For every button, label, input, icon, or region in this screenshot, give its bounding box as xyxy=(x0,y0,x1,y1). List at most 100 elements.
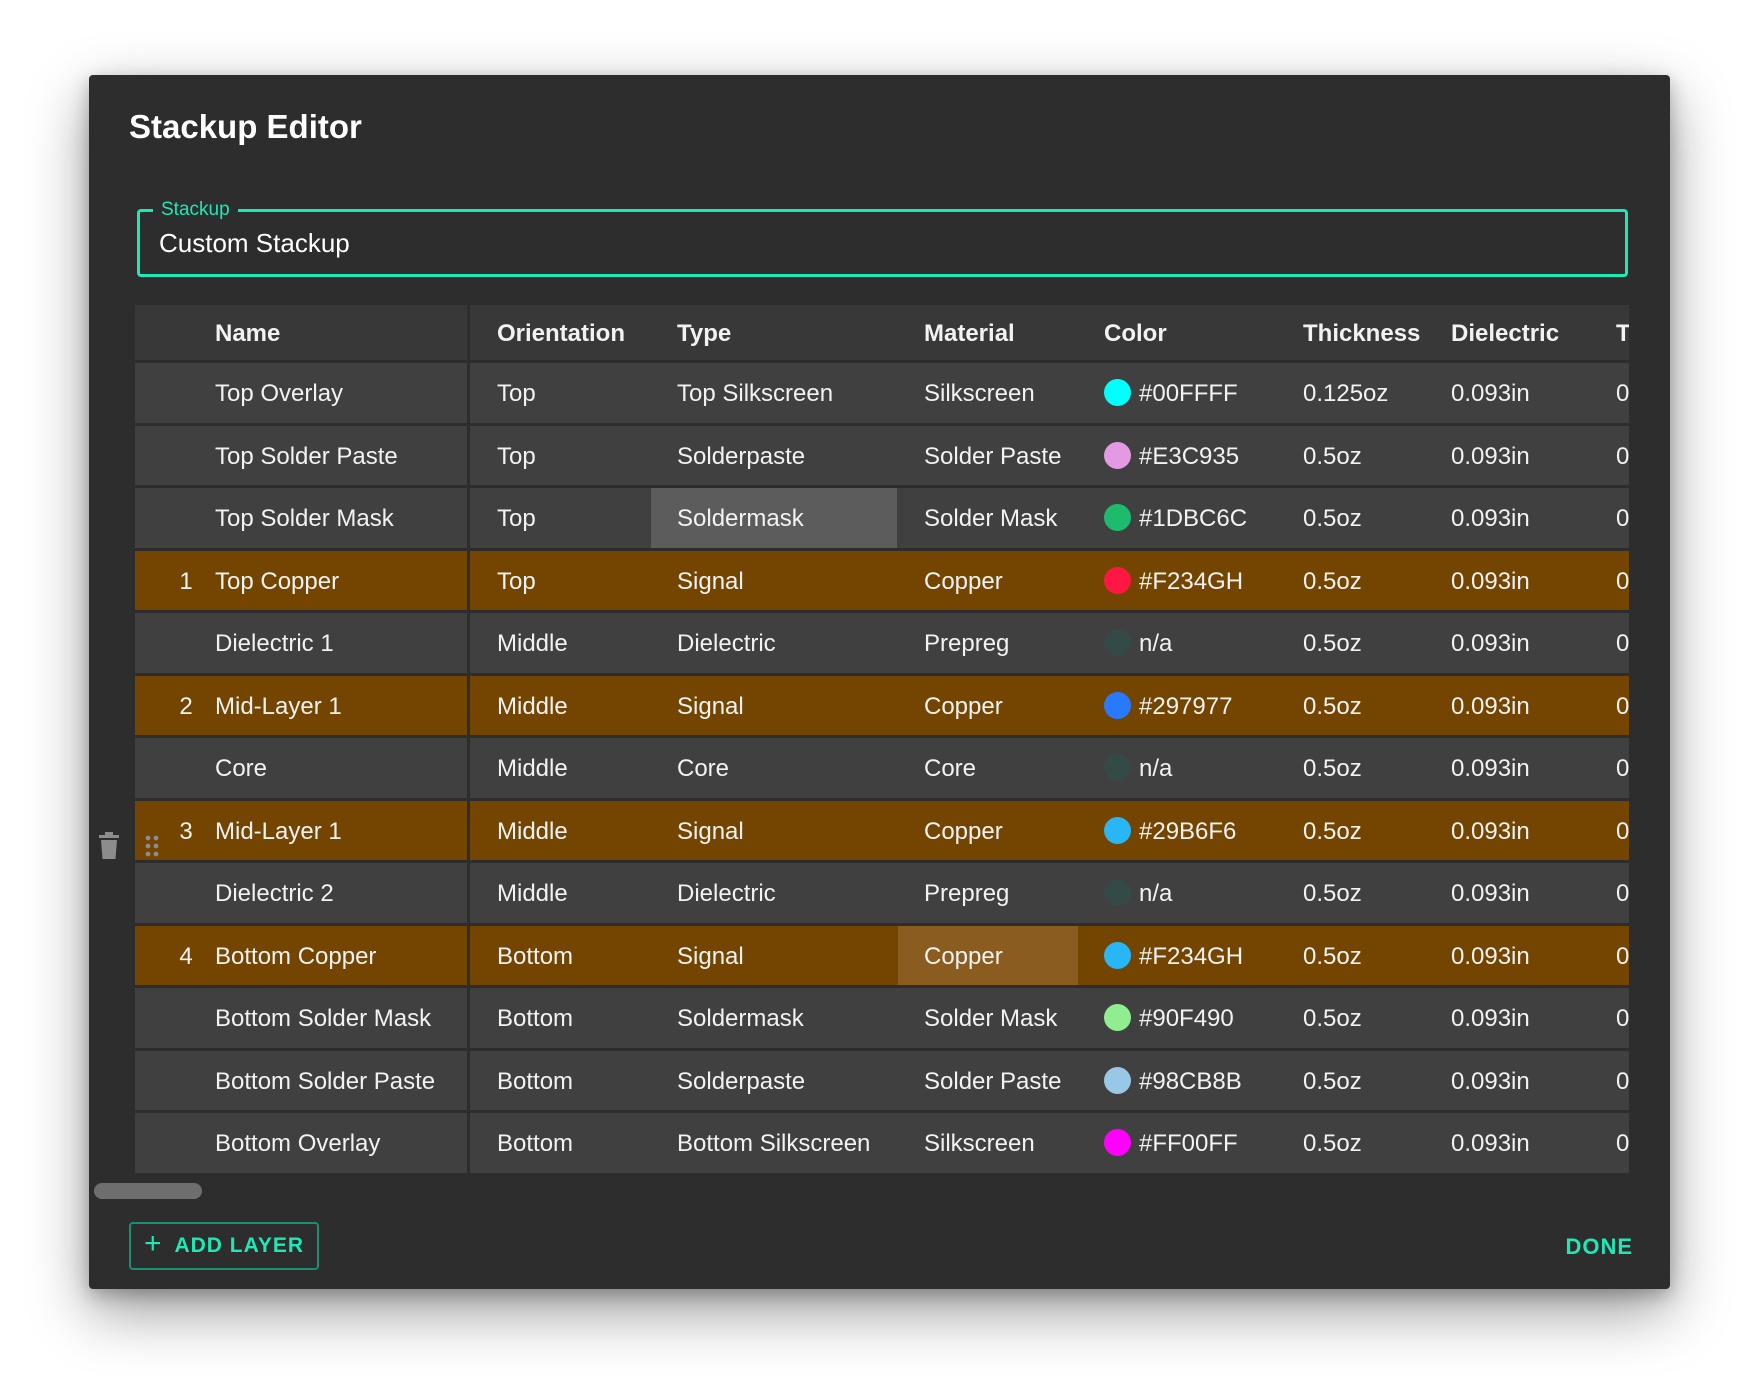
layer-material[interactable]: Silkscreen xyxy=(924,1130,1035,1157)
layer-orientation[interactable]: Top xyxy=(497,380,536,407)
drag-handle-icon[interactable] xyxy=(145,835,159,857)
color-swatch[interactable] xyxy=(1104,816,1131,844)
layer-material[interactable]: Copper xyxy=(924,692,1003,720)
layer-material[interactable]: Copper xyxy=(898,925,1078,988)
table-row[interactable]: Top Solder Mask Top Soldermask Solder Mask #… xyxy=(135,488,1629,551)
layer-dielectric[interactable]: 0.093in xyxy=(1451,755,1530,782)
color-swatch[interactable] xyxy=(1104,879,1131,907)
column-header-material[interactable]: Material xyxy=(924,320,1015,347)
layer-material[interactable]: Solder Paste xyxy=(924,1067,1062,1095)
layer-type[interactable]: Core xyxy=(677,755,730,782)
horizontal-scrollbar-thumb[interactable] xyxy=(94,1183,202,1199)
layer-type[interactable]: Soldermask xyxy=(651,488,897,551)
column-header-thickness[interactable]: Thickness xyxy=(1303,320,1421,347)
layer-material[interactable]: Solder Mask xyxy=(924,505,1058,532)
layer-truncated-value[interactable]: 0 xyxy=(1616,567,1629,595)
layer-material[interactable]: Prepreg xyxy=(924,630,1010,657)
column-header-orientation[interactable]: Orientation xyxy=(497,320,626,347)
stackup-name-input[interactable] xyxy=(159,218,1599,268)
table-row[interactable]: Top Overlay Top Top Silkscreen Silkscreen #0… xyxy=(135,363,1629,426)
table-row[interactable]: Dielectric 1 Middle Dielectric Prepreg n/a 0.… xyxy=(135,613,1629,676)
layer-thickness[interactable]: 0.5oz xyxy=(1303,880,1362,907)
layer-dielectric[interactable]: 0.093in xyxy=(1451,1067,1530,1095)
layer-dielectric[interactable]: 0.093in xyxy=(1451,880,1530,907)
layer-truncated-value[interactable]: 0 xyxy=(1616,880,1629,907)
layer-truncated-value[interactable]: 0 xyxy=(1616,942,1629,970)
layer-type[interactable]: Bottom Silkscreen xyxy=(677,1130,871,1157)
layer-color[interactable]: n/a xyxy=(1104,613,1172,676)
column-header-color[interactable]: Color xyxy=(1104,320,1167,347)
layer-truncated-value[interactable]: 0 xyxy=(1616,1005,1629,1032)
layer-orientation[interactable]: Bottom xyxy=(497,1005,574,1032)
layer-dielectric[interactable]: 0.093in xyxy=(1451,817,1530,845)
layer-dielectric[interactable]: 0.093in xyxy=(1451,1130,1530,1157)
column-header-truncated[interactable]: T xyxy=(1616,320,1629,347)
color-swatch[interactable] xyxy=(1104,379,1131,407)
table-row[interactable]: Bottom Overlay Bottom Bottom Silkscreen Sil… xyxy=(135,1113,1629,1176)
layer-color[interactable]: n/a xyxy=(1104,738,1172,801)
layer-name[interactable]: Dielectric 1 xyxy=(215,630,334,657)
layer-material[interactable]: Solder Mask xyxy=(924,1005,1058,1032)
trash-icon[interactable] xyxy=(99,832,119,860)
layer-material[interactable]: Copper xyxy=(924,567,1003,595)
layer-orientation[interactable]: Top xyxy=(497,442,536,470)
layer-orientation[interactable]: Middle xyxy=(497,692,568,720)
layer-thickness[interactable]: 0.5oz xyxy=(1303,1067,1362,1095)
layer-name[interactable]: Bottom Overlay xyxy=(215,1130,381,1157)
layer-type[interactable]: Signal xyxy=(677,692,744,720)
layer-name[interactable]: Bottom Copper xyxy=(215,942,377,970)
layer-color[interactable]: #F234GH xyxy=(1104,926,1243,989)
add-layer-button[interactable]: + ADD LAYER xyxy=(129,1222,319,1270)
table-row[interactable]: Dielectric 2 Middle Dielectric Prepreg n/a 0.… xyxy=(135,863,1629,926)
layer-color[interactable]: #29B6F6 xyxy=(1104,801,1236,864)
table-row[interactable]: Bottom Solder Paste Bottom Solderpaste Sold… xyxy=(135,1050,1629,1114)
layer-orientation[interactable]: Middle xyxy=(497,630,568,657)
layer-thickness[interactable]: 0.5oz xyxy=(1303,1005,1362,1032)
layer-truncated-value[interactable]: 0 xyxy=(1616,1130,1629,1157)
layer-thickness[interactable]: 0.5oz xyxy=(1303,442,1362,470)
layer-type[interactable]: Signal xyxy=(677,567,744,595)
layer-truncated-value[interactable]: 0 xyxy=(1616,505,1629,532)
layer-name[interactable]: Mid-Layer 1 xyxy=(215,692,342,720)
layer-dielectric[interactable]: 0.093in xyxy=(1451,630,1530,657)
table-row[interactable]: 3 Mid-Layer 1 Middle Signal Copper #29B6F6 0.5… xyxy=(135,800,1629,864)
color-swatch[interactable] xyxy=(1104,441,1131,469)
layer-color[interactable]: n/a xyxy=(1104,863,1172,926)
layer-thickness[interactable]: 0.5oz xyxy=(1303,630,1362,657)
layer-name[interactable]: Top Overlay xyxy=(215,380,344,407)
layer-type[interactable]: Dielectric xyxy=(677,630,776,657)
layer-dielectric[interactable]: 0.093in xyxy=(1451,442,1530,470)
layer-dielectric[interactable]: 0.093in xyxy=(1451,1005,1530,1032)
layer-orientation[interactable]: Top xyxy=(497,567,536,595)
layer-thickness[interactable]: 0.5oz xyxy=(1303,692,1362,720)
layer-color[interactable]: #98CB8B xyxy=(1104,1051,1242,1114)
layer-type[interactable]: Soldermask xyxy=(677,1005,804,1032)
layer-truncated-value[interactable]: 0 xyxy=(1616,755,1629,782)
layer-thickness[interactable]: 0.125oz xyxy=(1303,380,1389,407)
color-swatch[interactable] xyxy=(1104,691,1131,719)
layer-type[interactable]: Dielectric xyxy=(677,880,776,907)
layer-thickness[interactable]: 0.5oz xyxy=(1303,755,1362,782)
layer-name[interactable]: Top Copper xyxy=(215,567,340,595)
color-swatch[interactable] xyxy=(1104,504,1131,532)
layer-orientation[interactable]: Middle xyxy=(497,880,568,907)
color-swatch[interactable] xyxy=(1104,1129,1131,1157)
layer-name[interactable]: Mid-Layer 1 xyxy=(215,817,342,845)
layer-dielectric[interactable]: 0.093in xyxy=(1451,505,1530,532)
layer-thickness[interactable]: 0.5oz xyxy=(1303,1130,1362,1157)
layer-name[interactable]: Top Solder Mask xyxy=(215,505,394,532)
column-header-type[interactable]: Type xyxy=(677,320,732,347)
layer-type[interactable]: Solderpaste xyxy=(677,1067,806,1095)
column-header-dielectric[interactable]: Dielectric xyxy=(1451,320,1560,347)
layer-thickness[interactable]: 0.5oz xyxy=(1303,567,1362,595)
layer-dielectric[interactable]: 0.093in xyxy=(1451,942,1530,970)
layer-truncated-value[interactable]: 0 xyxy=(1616,1067,1629,1095)
layer-orientation[interactable]: Middle xyxy=(497,755,568,782)
layer-name[interactable]: Core xyxy=(215,755,268,782)
layer-name[interactable]: Bottom Solder Mask xyxy=(215,1005,432,1032)
layer-color[interactable]: #90F490 xyxy=(1104,988,1234,1051)
layer-truncated-value[interactable]: 0 xyxy=(1616,630,1629,657)
table-row[interactable]: Core Middle Core Core n/a 0.5oz 0.093in 0 xyxy=(135,738,1629,801)
layer-truncated-value[interactable]: 0 xyxy=(1616,817,1629,845)
layer-name[interactable]: Top Solder Paste xyxy=(215,442,398,470)
